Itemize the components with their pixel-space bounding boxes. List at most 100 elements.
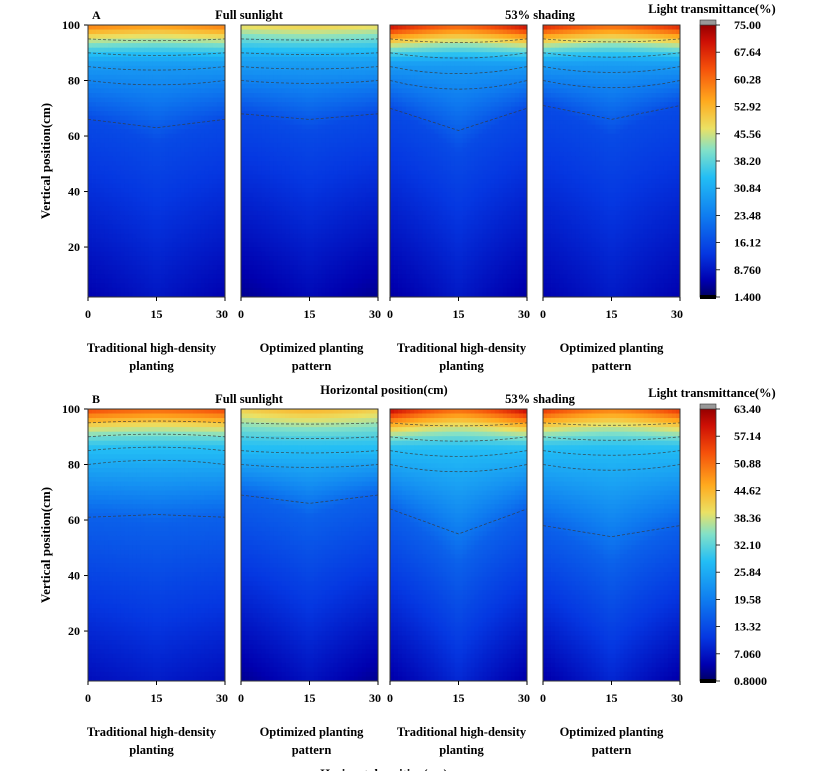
heatmap-cell [245, 179, 250, 185]
heatmap-cell [168, 124, 174, 130]
heatmap-cell [152, 161, 157, 166]
heatmap-cell [514, 129, 520, 135]
heatmap-cell [361, 74, 367, 80]
heatmap-cell [317, 156, 322, 162]
heatmap-cell [506, 61, 512, 67]
heatmap-cell [506, 47, 512, 53]
heatmap-cell [88, 183, 93, 189]
heatmap-cell [313, 278, 318, 284]
heatmap-cell [325, 283, 331, 289]
heatmap-cell [373, 38, 379, 44]
heatmap-cell [112, 292, 117, 298]
heatmap-cell [450, 29, 455, 35]
heatmap-cell [502, 102, 508, 107]
heatmap-cell [478, 83, 484, 89]
heatmap-cell [160, 247, 165, 253]
heatmap-cell [357, 52, 363, 58]
heatmap-cell [317, 52, 322, 58]
heatmap-cell [112, 88, 117, 94]
heatmap-cell [92, 210, 97, 216]
heatmap-cell [104, 183, 109, 189]
heatmap-cell [361, 38, 367, 44]
heatmap-cell [88, 111, 93, 117]
heatmap-cell [265, 278, 270, 284]
heatmap-cell [325, 142, 331, 148]
heatmap-cell [454, 47, 459, 53]
heatmap-cell [329, 219, 335, 225]
heatmap-cell [257, 120, 262, 126]
heatmap-cell [212, 192, 218, 198]
heatmap-cell [116, 29, 121, 35]
heatmap-cell [293, 61, 298, 67]
heatmap-cell [265, 79, 270, 85]
heatmap-cell [204, 238, 210, 243]
heatmap-cell [220, 142, 226, 148]
heatmap-cell [297, 260, 302, 266]
heatmap-cell [341, 274, 347, 280]
heatmap-cell [164, 224, 169, 230]
heatmap-cell [184, 233, 190, 239]
heatmap-cell [269, 201, 274, 207]
heatmap-cell [442, 52, 447, 58]
heatmap-cell [257, 70, 262, 76]
heatmap-cell [164, 129, 169, 135]
heatmap-cell [148, 197, 153, 203]
heatmap-cell [293, 278, 298, 284]
heatmap-cell [220, 120, 226, 126]
heatmap-cell [325, 47, 331, 53]
heatmap-cell [438, 83, 443, 89]
heatmap-cell [438, 111, 443, 117]
heatmap-cell [100, 165, 105, 171]
heatmap-cell [196, 287, 202, 293]
heatmap-cell [281, 25, 286, 30]
heatmap-cell [361, 210, 367, 216]
heatmap-cell [349, 79, 355, 85]
heatmap-cell [430, 102, 435, 107]
heatmap-cell [208, 165, 214, 171]
heatmap-cell [333, 133, 339, 139]
heatmap-cell [253, 274, 258, 280]
heatmap-cell [321, 206, 327, 212]
heatmap-cell [176, 274, 182, 280]
heatmap-cell [148, 274, 153, 280]
heatmap-cell [136, 29, 141, 35]
heatmap-cell [156, 79, 161, 85]
heatmap-cell [168, 192, 174, 198]
heatmap-cell [317, 229, 322, 234]
heatmap-cell [164, 38, 169, 44]
heatmap-cell [200, 278, 206, 284]
heatmap-cell [285, 179, 290, 185]
heatmap-cell [124, 93, 129, 98]
heatmap-cell [253, 106, 258, 112]
heatmap-cell [88, 256, 93, 262]
heatmap-cell [172, 229, 178, 234]
heatmap-cell [369, 269, 375, 275]
heatmap-cell [406, 111, 411, 117]
heatmap-cell [289, 138, 294, 144]
heatmap-cell [196, 233, 202, 239]
heatmap-cell [438, 56, 443, 62]
heatmap-cell [373, 251, 379, 257]
heatmap-cell [353, 142, 359, 148]
x-axis: 0 15 30 [238, 297, 381, 321]
heatmap-cell [116, 188, 121, 194]
heatmap-cell [184, 242, 190, 248]
heatmap-cell [510, 25, 516, 30]
heatmap-cell [277, 151, 282, 157]
heatmap-cell [277, 219, 282, 225]
heatmap-cell [426, 129, 431, 135]
heatmap-cell [128, 74, 133, 80]
heatmap-cell [361, 52, 367, 58]
heatmap-cell [245, 102, 250, 107]
heatmap-cell [329, 88, 335, 94]
heatmap-cell [164, 188, 169, 194]
heatmap-cell [329, 229, 335, 234]
heatmap-cell [518, 34, 524, 39]
heatmap-cell [140, 133, 145, 139]
heatmap-cell [333, 93, 339, 98]
panel-letter: A [92, 8, 101, 22]
heatmap-cell [176, 179, 182, 185]
heatmap-cell [402, 79, 407, 85]
heatmap-cell [156, 265, 161, 271]
